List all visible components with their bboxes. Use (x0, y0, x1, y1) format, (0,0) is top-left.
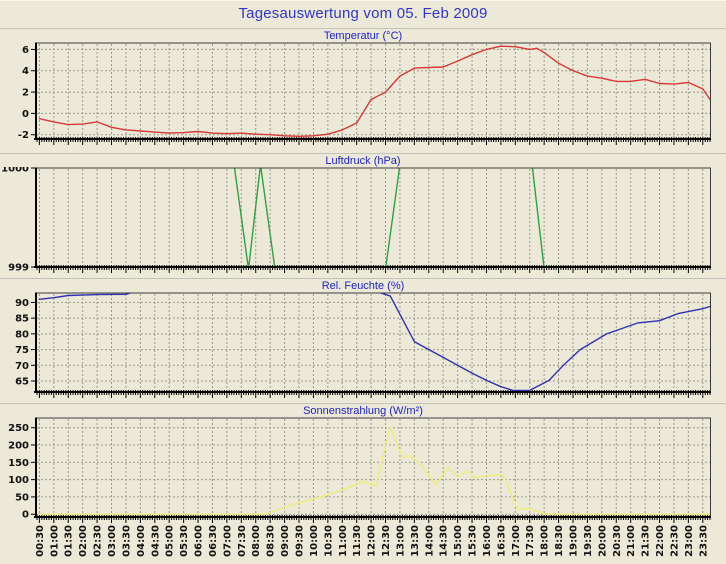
chart-plot-humidity: 90 85 80 75 70 65 (15, 292, 711, 398)
svg-text:100: 100 (8, 475, 29, 486)
svg-text:14:00: 14:00 (424, 525, 435, 557)
svg-text:01:30: 01:30 (64, 525, 75, 557)
chart-plot-pressure: 1000 999 (1, 167, 711, 274)
svg-text:16:00: 16:00 (482, 525, 493, 557)
svg-text:02:00: 02:00 (78, 525, 89, 557)
svg-text:02:30: 02:30 (93, 525, 104, 557)
svg-text:12:00: 12:00 (367, 525, 378, 557)
svg-text:1000: 1000 (1, 167, 29, 175)
chart-title-temperature: Temperatur (°C) (323, 30, 403, 42)
svg-text:11:00: 11:00 (338, 525, 349, 557)
svg-text:01:00: 01:00 (49, 525, 60, 557)
svg-text:19:30: 19:30 (583, 525, 594, 557)
svg-text:20:00: 20:00 (597, 525, 608, 557)
svg-text:07:30: 07:30 (237, 525, 248, 557)
chart-plot-radiation: 250 200 150 100 50 0 00:30 01:00 01:30 02:00 02:30… (8, 417, 711, 557)
chart-title-pressure: Luftdruck (hPa) (325, 155, 401, 167)
svg-text:23:00: 23:00 (684, 525, 695, 557)
svg-text:-2: -2 (18, 130, 29, 141)
svg-text:50: 50 (15, 492, 29, 503)
separator (0, 153, 726, 155)
svg-text:18:30: 18:30 (554, 525, 565, 557)
svg-text:250: 250 (8, 423, 29, 434)
svg-text:09:00: 09:00 (280, 525, 291, 557)
svg-text:0: 0 (22, 510, 29, 521)
page-title: Tagesauswertung vom 05. Feb 2009 (238, 5, 488, 22)
svg-text:06:30: 06:30 (208, 525, 219, 557)
svg-text:90: 90 (15, 298, 29, 309)
svg-text:13:00: 13:00 (395, 525, 406, 557)
svg-text:09:30: 09:30 (294, 525, 305, 557)
chart-title-humidity: Rel. Feuchte (%) (321, 280, 405, 292)
svg-text:12:30: 12:30 (381, 525, 392, 557)
chart-panel-pressure: Luftdruck (hPa) 1000 999 (0, 155, 726, 278)
svg-text:00:30: 00:30 (35, 525, 46, 557)
svg-text:21:00: 21:00 (626, 525, 637, 557)
chart-title-radiation: Sonnenstrahlung (W/m²) (303, 405, 423, 417)
svg-text:03:30: 03:30 (121, 525, 132, 557)
svg-text:65: 65 (15, 377, 29, 388)
svg-text:16:30: 16:30 (496, 525, 507, 557)
svg-text:11:30: 11:30 (352, 525, 363, 557)
svg-text:22:00: 22:00 (655, 525, 666, 557)
svg-text:03:00: 03:00 (107, 525, 118, 557)
svg-text:04:00: 04:00 (136, 525, 147, 557)
svg-text:17:30: 17:30 (525, 525, 536, 557)
svg-text:14:30: 14:30 (439, 525, 450, 557)
svg-text:18:00: 18:00 (540, 525, 551, 557)
svg-text:13:30: 13:30 (410, 525, 421, 557)
svg-text:2: 2 (22, 88, 29, 99)
svg-text:17:00: 17:00 (511, 525, 522, 557)
svg-text:80: 80 (15, 329, 29, 340)
chart-plot-temperature: 6 4 2 0 -2 (18, 42, 711, 145)
svg-text:75: 75 (15, 345, 29, 356)
svg-text:05:30: 05:30 (179, 525, 190, 557)
svg-text:23:30: 23:30 (698, 525, 709, 557)
separator (0, 403, 726, 405)
svg-text:6: 6 (22, 45, 29, 56)
svg-text:08:00: 08:00 (251, 525, 262, 557)
svg-text:0: 0 (22, 109, 29, 120)
chart-panel-humidity: Rel. Feuchte (%) 90 85 80 75 70 65 (0, 280, 726, 403)
svg-text:85: 85 (15, 314, 29, 325)
chart-panel-temperature: Temperatur (°C) 6 4 2 0 -2 (0, 30, 726, 153)
svg-text:20:30: 20:30 (612, 525, 623, 557)
svg-text:22:30: 22:30 (669, 525, 680, 557)
svg-text:4: 4 (22, 66, 29, 77)
svg-text:05:00: 05:00 (165, 525, 176, 557)
chart-panel-radiation: Sonnenstrahlung (W/m²) 250 200 150 100 50 0 00… (0, 405, 726, 564)
svg-text:21:30: 21:30 (641, 525, 652, 557)
svg-text:04:30: 04:30 (150, 525, 161, 557)
separator (0, 278, 726, 280)
svg-text:15:00: 15:00 (453, 525, 464, 557)
svg-text:15:30: 15:30 (468, 525, 479, 557)
svg-text:999: 999 (8, 263, 29, 274)
svg-text:150: 150 (8, 458, 29, 469)
svg-text:70: 70 (15, 361, 29, 372)
svg-text:200: 200 (8, 441, 29, 452)
svg-text:10:30: 10:30 (323, 525, 334, 557)
svg-text:07:00: 07:00 (222, 525, 233, 557)
svg-text:19:00: 19:00 (568, 525, 579, 557)
svg-text:10:00: 10:00 (309, 525, 320, 557)
svg-text:08:30: 08:30 (266, 525, 277, 557)
separator (0, 28, 726, 30)
svg-text:06:00: 06:00 (194, 525, 205, 557)
